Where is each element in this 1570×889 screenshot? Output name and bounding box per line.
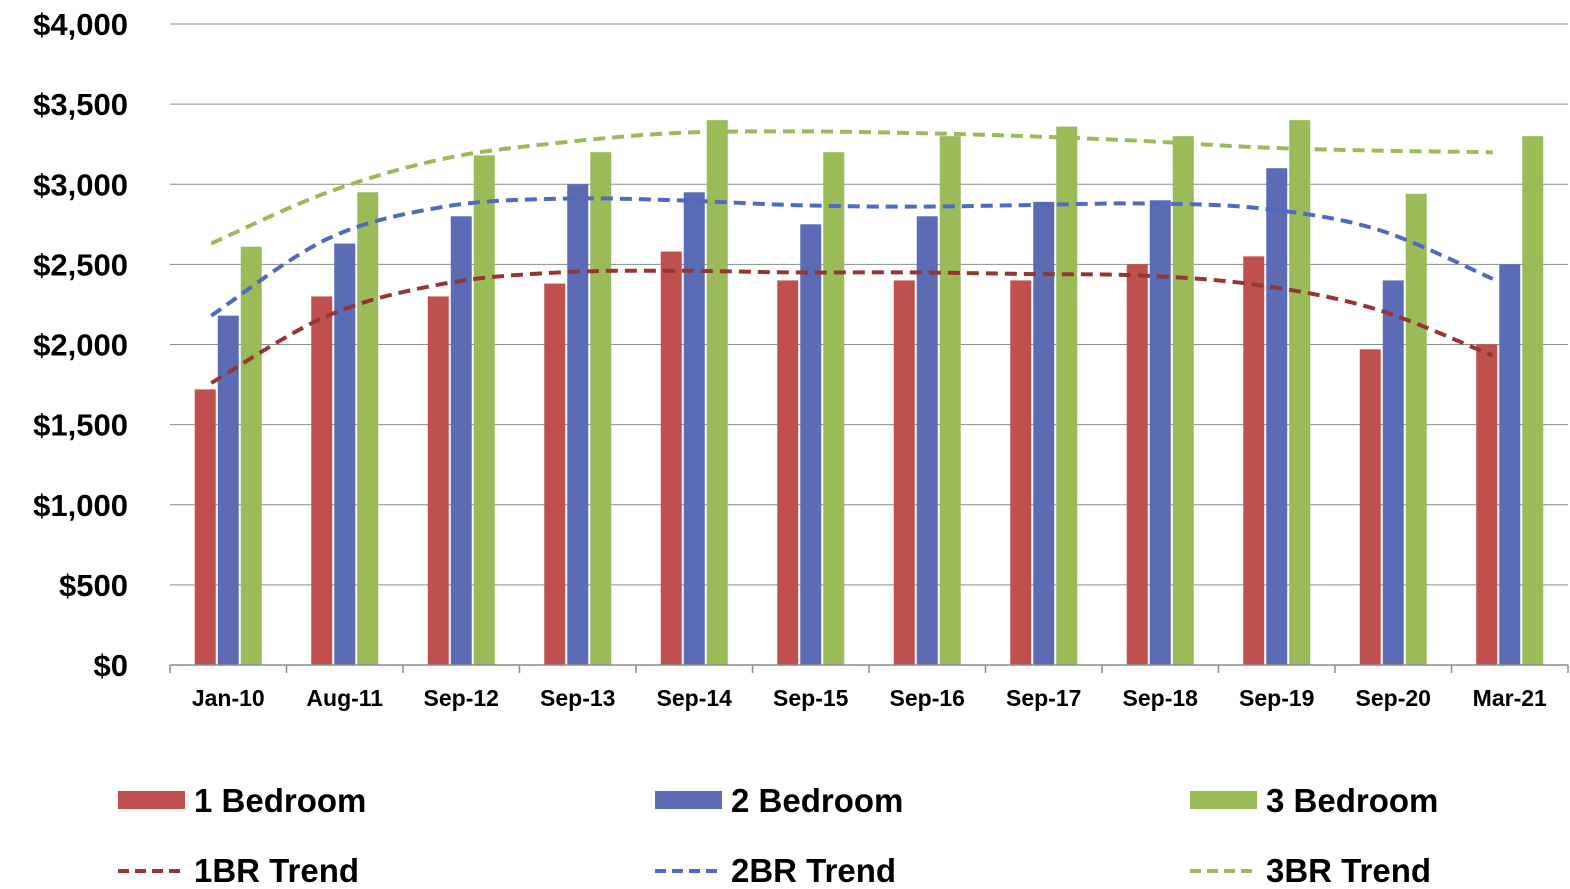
x-axis: Jan-10 Aug-11 Sep-12 Sep-13 Sep-14 Sep-15 Sep-… bbox=[169, 664, 1569, 711]
y-tick-label: $3,000 bbox=[33, 167, 128, 202]
bar-2br bbox=[450, 216, 472, 666]
bar-1br bbox=[544, 283, 566, 665]
bar-2br bbox=[916, 216, 938, 666]
bar-1br bbox=[427, 296, 449, 665]
bar-1br bbox=[893, 280, 915, 665]
bar-1br bbox=[311, 296, 333, 665]
bar-3br bbox=[1405, 193, 1427, 666]
legend: 1 Bedroom 2 Bedroom 3 Bedroom 1BR Trend 2BR … bbox=[118, 782, 1438, 889]
bar-1br bbox=[1010, 280, 1032, 665]
bar-2br bbox=[217, 315, 239, 665]
x-tick-label: Sep-16 bbox=[890, 685, 965, 711]
bar-2br bbox=[334, 243, 356, 666]
x-tick-label: Sep-15 bbox=[773, 685, 849, 711]
legend-label-trend-2br: 2BR Trend bbox=[731, 852, 896, 889]
bar-2br bbox=[567, 184, 589, 665]
y-tick-label: $1,500 bbox=[33, 408, 128, 443]
bar-2br bbox=[1499, 264, 1521, 665]
bar-2br bbox=[1149, 200, 1171, 665]
bar-3br bbox=[823, 152, 845, 665]
x-tick-label: Sep-12 bbox=[424, 685, 499, 711]
x-tick-label: Jan-10 bbox=[192, 685, 265, 711]
legend-label-trend-3br: 3BR Trend bbox=[1266, 852, 1431, 889]
bars bbox=[194, 120, 1544, 666]
legend-swatch-3br bbox=[1190, 791, 1257, 809]
x-tick-label: Sep-20 bbox=[1356, 685, 1431, 711]
bar-1br bbox=[194, 389, 216, 665]
bar-1br bbox=[660, 251, 682, 665]
y-tick-label: $0 bbox=[94, 648, 128, 683]
trend-line-2br bbox=[210, 196, 1494, 318]
bar-1br bbox=[1126, 264, 1148, 665]
bar-3br bbox=[706, 120, 728, 665]
y-tick-label: $4,000 bbox=[33, 7, 128, 42]
x-tick-label: Sep-18 bbox=[1123, 685, 1199, 711]
legend-label-trend-1br: 1BR Trend bbox=[194, 852, 359, 889]
y-tick-label: $2,500 bbox=[33, 247, 128, 282]
legend-label-1br: 1 Bedroom bbox=[194, 782, 366, 819]
y-tick-label: $500 bbox=[59, 568, 128, 603]
x-tick-label: Sep-13 bbox=[540, 685, 615, 711]
bar-3br bbox=[240, 246, 262, 665]
x-tick-label: Aug-11 bbox=[306, 685, 383, 711]
y-tick-label: $3,500 bbox=[33, 87, 128, 122]
y-tick-label: $1,000 bbox=[33, 488, 128, 523]
bar-3br bbox=[357, 192, 379, 665]
bar-2br bbox=[683, 192, 705, 665]
x-tick-label: Sep-17 bbox=[1006, 685, 1081, 711]
bar-2br bbox=[1033, 201, 1055, 665]
legend-swatch-1br bbox=[118, 791, 185, 809]
bar-3br bbox=[939, 136, 961, 666]
bar-3br bbox=[1522, 136, 1544, 666]
bar-1br bbox=[1476, 344, 1498, 665]
bar-3br bbox=[473, 155, 495, 665]
trend-lines bbox=[210, 129, 1494, 385]
bar-3br bbox=[1289, 120, 1311, 665]
x-tick-label: Sep-19 bbox=[1239, 685, 1314, 711]
x-tick-label: Mar-21 bbox=[1473, 685, 1547, 711]
legend-swatch-2br bbox=[655, 791, 722, 809]
bar-2br bbox=[1382, 280, 1404, 665]
trend-line-3br bbox=[210, 129, 1493, 246]
bar-3br bbox=[590, 152, 612, 665]
gridlines bbox=[170, 23, 1568, 586]
legend-label-2br: 2 Bedroom bbox=[731, 782, 903, 819]
bar-1br bbox=[777, 280, 799, 665]
bar-3br bbox=[1172, 136, 1194, 666]
bar-1br bbox=[1243, 256, 1265, 665]
trend-line-1br bbox=[210, 268, 1494, 385]
legend-label-3br: 3 Bedroom bbox=[1266, 782, 1438, 819]
bar-2br bbox=[1266, 168, 1288, 665]
bar-3br bbox=[1056, 126, 1078, 665]
x-tick-label: Sep-14 bbox=[657, 685, 733, 711]
bar-2br bbox=[800, 224, 822, 665]
y-axis: $0 $500 $1,000 $1,500 $2,000 $2,500 $3,000 $3,5… bbox=[33, 7, 128, 683]
bar-1br bbox=[1359, 349, 1381, 665]
y-tick-label: $2,000 bbox=[33, 328, 128, 363]
